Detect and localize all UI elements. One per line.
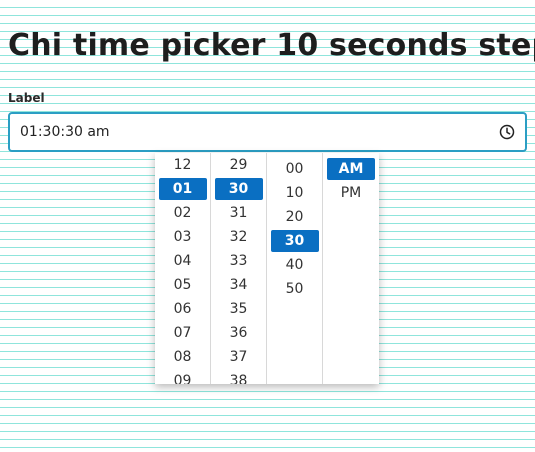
hour-option[interactable]: 04 [155,249,210,273]
minute-option-label: 30 [214,178,263,200]
minute-option[interactable]: 36 [211,321,266,345]
hour-option[interactable]: 07 [155,321,210,345]
minute-option[interactable]: 37 [211,345,266,369]
period-option[interactable]: PM [323,181,379,205]
hour-option[interactable]: 03 [155,225,210,249]
hours-column[interactable]: 12 01 02 03 04 05 06 07 08 09 [155,153,211,384]
minute-option-label: 37 [229,349,248,365]
minute-option[interactable]: 34 [211,273,266,297]
minute-option-label: 33 [229,253,248,269]
hour-option-label: 09 [173,373,192,384]
minute-option[interactable]: 38 [211,369,266,384]
hour-option[interactable]: 06 [155,297,210,321]
time-picker-popover: 12 01 02 03 04 05 06 07 08 09 29 30 31 32 33 34 35 36 37 3… [155,153,379,384]
minute-option[interactable]: 29 [211,153,266,177]
time-input[interactable]: 01:30:30 am [8,112,527,152]
minute-option[interactable]: 32 [211,225,266,249]
hour-option-label: 05 [173,277,192,293]
minute-option-label: 36 [229,325,248,341]
hour-option-label: 08 [173,349,192,365]
second-option-label: 40 [285,257,304,273]
hour-option-label: 02 [173,205,192,221]
hour-option-label: 07 [173,325,192,341]
minute-option[interactable]: 31 [211,201,266,225]
second-option[interactable]: 50 [267,277,322,301]
second-option[interactable]: 20 [267,205,322,229]
period-option-label: AM [327,158,375,180]
seconds-list: 00 10 20 30 40 50 [267,157,322,301]
period-list: AM PM [323,157,379,205]
second-option[interactable]: 30 [267,229,322,253]
second-option[interactable]: 00 [267,157,322,181]
hour-option[interactable]: 01 [155,177,210,201]
minutes-list: 29 30 31 32 33 34 35 36 37 38 [211,153,266,384]
hour-option[interactable]: 09 [155,369,210,384]
hour-option-label: 01 [158,178,207,200]
minutes-column[interactable]: 29 30 31 32 33 34 35 36 37 38 [211,153,267,384]
time-field-label: Label [8,91,45,105]
second-option-label: 20 [285,209,304,225]
hour-option[interactable]: 12 [155,153,210,177]
hour-option-label: 12 [173,157,192,173]
time-input-value[interactable]: 01:30:30 am [20,124,110,140]
minute-option-label: 38 [229,373,248,384]
minute-option-label: 29 [229,157,248,173]
seconds-column[interactable]: 00 10 20 30 40 50 [267,153,323,384]
hour-option-label: 06 [173,301,192,317]
clock-icon[interactable] [499,124,515,140]
second-option-label: 50 [285,281,304,297]
period-column[interactable]: AM PM [323,153,379,384]
minute-option-label: 32 [229,229,248,245]
period-option-label: PM [340,185,362,201]
minute-option[interactable]: 35 [211,297,266,321]
hours-list: 12 01 02 03 04 05 06 07 08 09 [155,153,210,384]
period-option[interactable]: AM [323,157,379,181]
minute-option[interactable]: 33 [211,249,266,273]
second-option-label: 00 [285,161,304,177]
second-option-label: 30 [270,230,319,252]
page-title: Chi time picker 10 seconds step [8,28,535,63]
second-option-label: 10 [285,185,304,201]
hour-option[interactable]: 05 [155,273,210,297]
hour-option-label: 04 [173,253,192,269]
hour-option[interactable]: 08 [155,345,210,369]
hour-option-label: 03 [173,229,192,245]
minute-option[interactable]: 30 [211,177,266,201]
minute-option-label: 35 [229,301,248,317]
second-option[interactable]: 10 [267,181,322,205]
second-option[interactable]: 40 [267,253,322,277]
hour-option[interactable]: 02 [155,201,210,225]
minute-option-label: 34 [229,277,248,293]
minute-option-label: 31 [229,205,248,221]
